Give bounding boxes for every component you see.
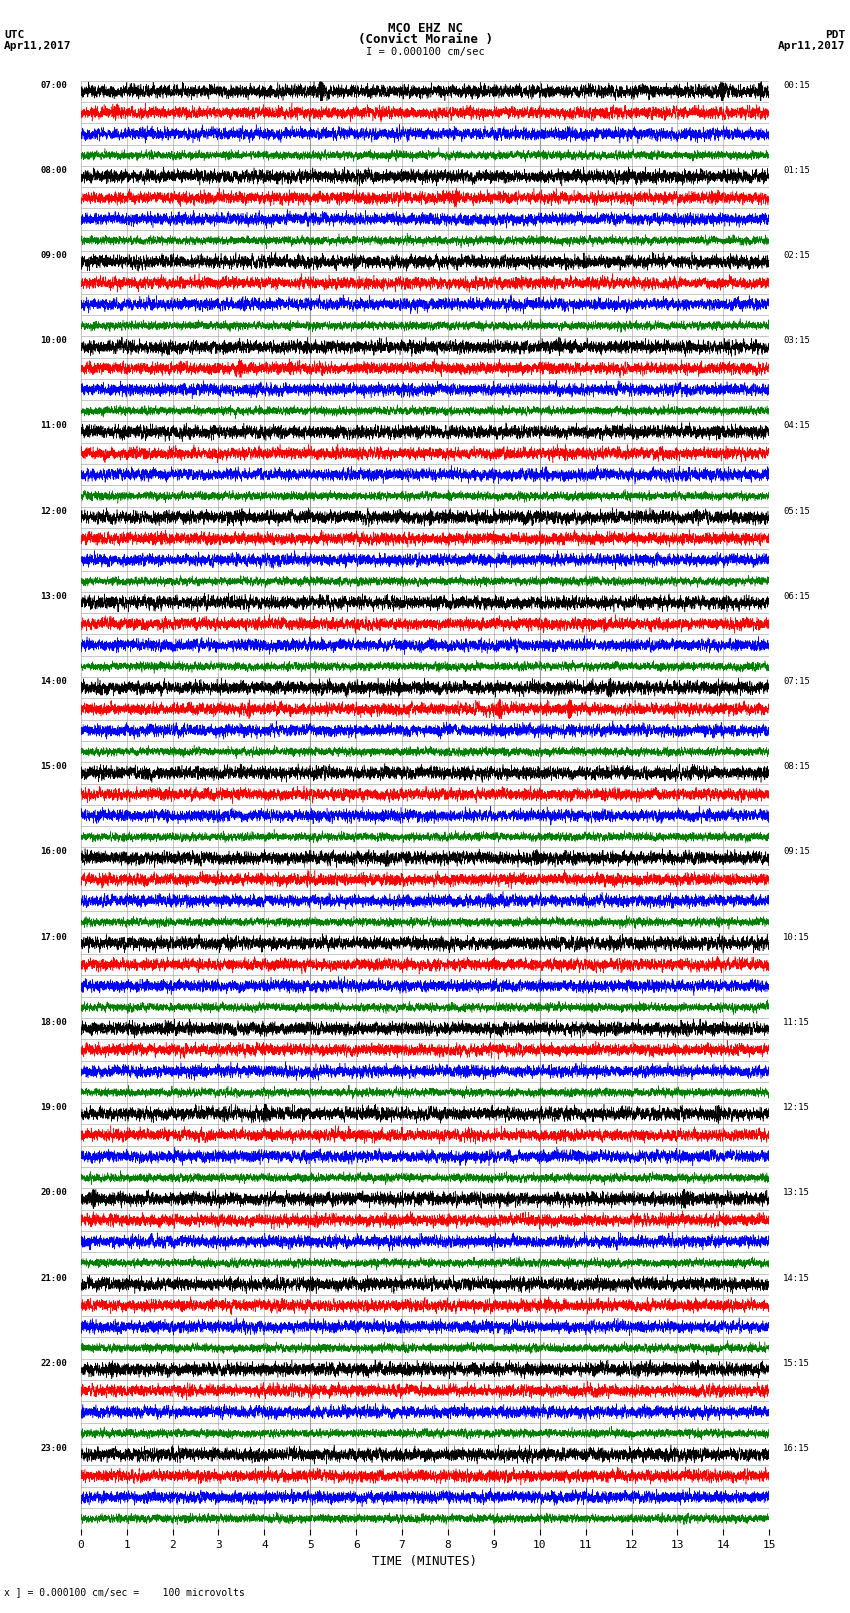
Text: 13:15: 13:15 [783,1189,810,1197]
Text: 08:00: 08:00 [40,166,67,174]
X-axis label: TIME (MINUTES): TIME (MINUTES) [372,1555,478,1568]
Text: 16:15: 16:15 [783,1444,810,1453]
Text: 15:00: 15:00 [40,763,67,771]
Text: 16:00: 16:00 [40,847,67,857]
Text: 18:00: 18:00 [40,1018,67,1027]
Text: 11:15: 11:15 [783,1018,810,1027]
Text: 12:00: 12:00 [40,506,67,516]
Text: 09:15: 09:15 [783,847,810,857]
Text: x ] = 0.000100 cm/sec =    100 microvolts: x ] = 0.000100 cm/sec = 100 microvolts [4,1587,245,1597]
Text: 22:00: 22:00 [40,1358,67,1368]
Text: Apr11,2017: Apr11,2017 [4,40,71,50]
Text: 01:15: 01:15 [783,166,810,174]
Text: 03:15: 03:15 [783,336,810,345]
Text: 04:15: 04:15 [783,421,810,431]
Text: 10:15: 10:15 [783,932,810,942]
Text: 10:00: 10:00 [40,336,67,345]
Text: 07:15: 07:15 [783,677,810,686]
Text: MCO EHZ NC: MCO EHZ NC [388,21,462,35]
Text: 19:00: 19:00 [40,1103,67,1111]
Text: 13:00: 13:00 [40,592,67,602]
Text: 08:15: 08:15 [783,763,810,771]
Text: 00:15: 00:15 [783,81,810,90]
Text: 20:00: 20:00 [40,1189,67,1197]
Text: (Convict Moraine ): (Convict Moraine ) [358,32,492,45]
Text: PDT: PDT [825,31,846,40]
Text: 12:15: 12:15 [783,1103,810,1111]
Text: 17:00: 17:00 [40,932,67,942]
Text: UTC: UTC [4,31,25,40]
Text: 15:15: 15:15 [783,1358,810,1368]
Text: 21:00: 21:00 [40,1274,67,1282]
Text: 23:00: 23:00 [40,1444,67,1453]
Text: 14:00: 14:00 [40,677,67,686]
Text: Apr11,2017: Apr11,2017 [779,40,846,50]
Text: I = 0.000100 cm/sec: I = 0.000100 cm/sec [366,47,484,58]
Text: 07:00: 07:00 [40,81,67,90]
Text: 05:15: 05:15 [783,506,810,516]
Text: 06:15: 06:15 [783,592,810,602]
Text: 14:15: 14:15 [783,1274,810,1282]
Text: 11:00: 11:00 [40,421,67,431]
Text: 09:00: 09:00 [40,252,67,260]
Text: 02:15: 02:15 [783,252,810,260]
